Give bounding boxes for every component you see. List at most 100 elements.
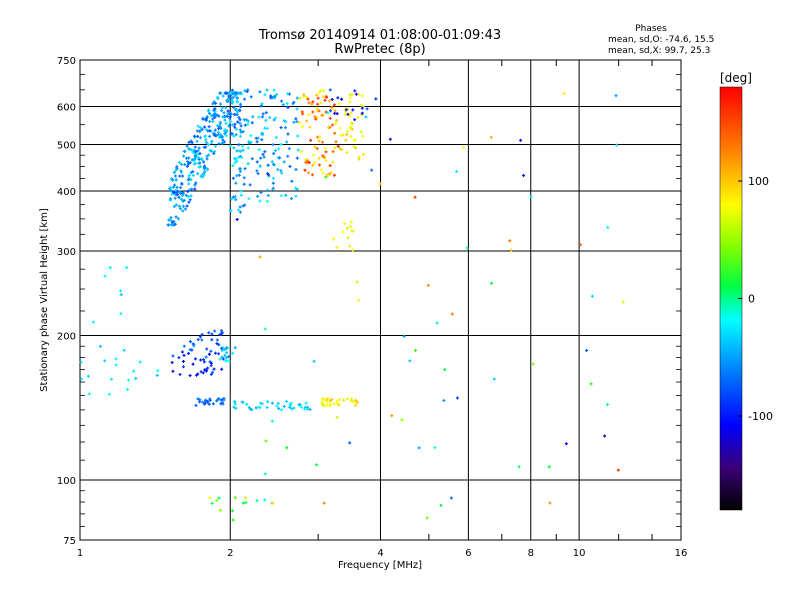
- data-point: [182, 149, 186, 153]
- data-point: [332, 237, 336, 241]
- data-point: [233, 496, 237, 500]
- data-point: [238, 210, 242, 214]
- data-point: [228, 123, 232, 127]
- data-point: [171, 185, 175, 189]
- data-point: [193, 157, 197, 161]
- data-point: [234, 127, 238, 131]
- data-point: [341, 230, 345, 234]
- data-point: [271, 181, 275, 185]
- chart-title: Tromsø 20140914 01:08:00-01:09:43: [258, 28, 501, 43]
- data-point: [349, 399, 353, 403]
- data-point: [232, 405, 236, 409]
- data-point: [254, 136, 258, 140]
- data-point: [295, 107, 299, 111]
- data-point: [225, 114, 229, 118]
- data-point: [354, 92, 358, 96]
- data-point: [189, 194, 193, 198]
- data-point: [223, 132, 227, 136]
- y-tick-label: 75: [63, 536, 76, 547]
- data-point: [263, 472, 267, 476]
- data-point: [234, 93, 238, 97]
- data-point: [336, 401, 340, 405]
- data-point: [181, 174, 185, 178]
- data-point: [263, 126, 267, 130]
- data-point: [170, 361, 174, 365]
- data-point: [237, 143, 241, 147]
- data-point: [178, 372, 182, 376]
- data-point: [295, 96, 299, 100]
- data-point: [353, 403, 357, 407]
- data-point: [531, 362, 535, 366]
- data-point: [189, 139, 193, 143]
- data-point: [330, 97, 334, 101]
- data-point: [191, 173, 195, 177]
- data-points: [79, 88, 625, 522]
- data-point: [299, 150, 303, 154]
- data-point: [242, 176, 246, 180]
- data-point: [248, 183, 252, 187]
- data-point: [435, 321, 439, 325]
- data-point: [193, 134, 197, 138]
- data-point: [330, 397, 334, 401]
- data-point: [207, 153, 211, 157]
- data-point: [359, 103, 363, 107]
- colorbar-tick-label: -100: [748, 410, 773, 423]
- data-point: [390, 414, 394, 418]
- data-point: [260, 102, 264, 106]
- data-point: [294, 168, 298, 172]
- data-point: [272, 118, 276, 122]
- data-point: [276, 168, 280, 172]
- data-point: [197, 157, 201, 161]
- data-point: [348, 95, 352, 99]
- data-point: [249, 134, 253, 138]
- data-point: [413, 195, 417, 199]
- data-point: [257, 148, 261, 152]
- data-point: [246, 162, 250, 166]
- data-point: [189, 170, 193, 174]
- data-point: [279, 194, 283, 198]
- data-point: [215, 342, 219, 346]
- data-point: [224, 106, 228, 110]
- data-point: [234, 406, 238, 410]
- data-point: [205, 168, 209, 172]
- data-point: [260, 115, 264, 119]
- data-point: [243, 89, 247, 93]
- data-point: [233, 346, 237, 350]
- data-point: [339, 133, 343, 137]
- data-point: [321, 140, 325, 144]
- data-point: [307, 171, 311, 175]
- x-axis-label: Frequency [MHz]: [338, 560, 422, 571]
- data-point: [211, 370, 215, 374]
- data-point: [306, 97, 310, 101]
- data-point: [188, 374, 192, 378]
- data-point: [309, 138, 313, 142]
- data-point: [328, 116, 332, 120]
- data-point: [188, 340, 192, 344]
- data-point: [199, 136, 203, 140]
- data-point: [285, 140, 289, 144]
- data-point: [338, 126, 342, 130]
- data-point: [182, 198, 186, 202]
- data-point: [218, 333, 222, 337]
- data-point: [230, 123, 234, 127]
- data-point: [307, 101, 311, 105]
- data-point: [216, 95, 220, 99]
- data-point: [207, 108, 211, 112]
- colorbar-unit-label: [deg]: [720, 71, 752, 85]
- data-point: [342, 222, 346, 226]
- y-tick-label: 400: [57, 187, 76, 198]
- data-point: [286, 132, 290, 136]
- data-point: [313, 115, 317, 119]
- data-point: [211, 120, 215, 124]
- data-point: [209, 141, 213, 145]
- data-point: [192, 148, 196, 152]
- data-point: [205, 115, 209, 119]
- data-point: [354, 398, 358, 402]
- data-point: [603, 434, 607, 438]
- data-point: [181, 359, 185, 363]
- data-point: [402, 334, 406, 338]
- data-point: [235, 217, 239, 221]
- data-point: [155, 373, 159, 377]
- data-point: [219, 329, 223, 333]
- data-point: [173, 183, 177, 187]
